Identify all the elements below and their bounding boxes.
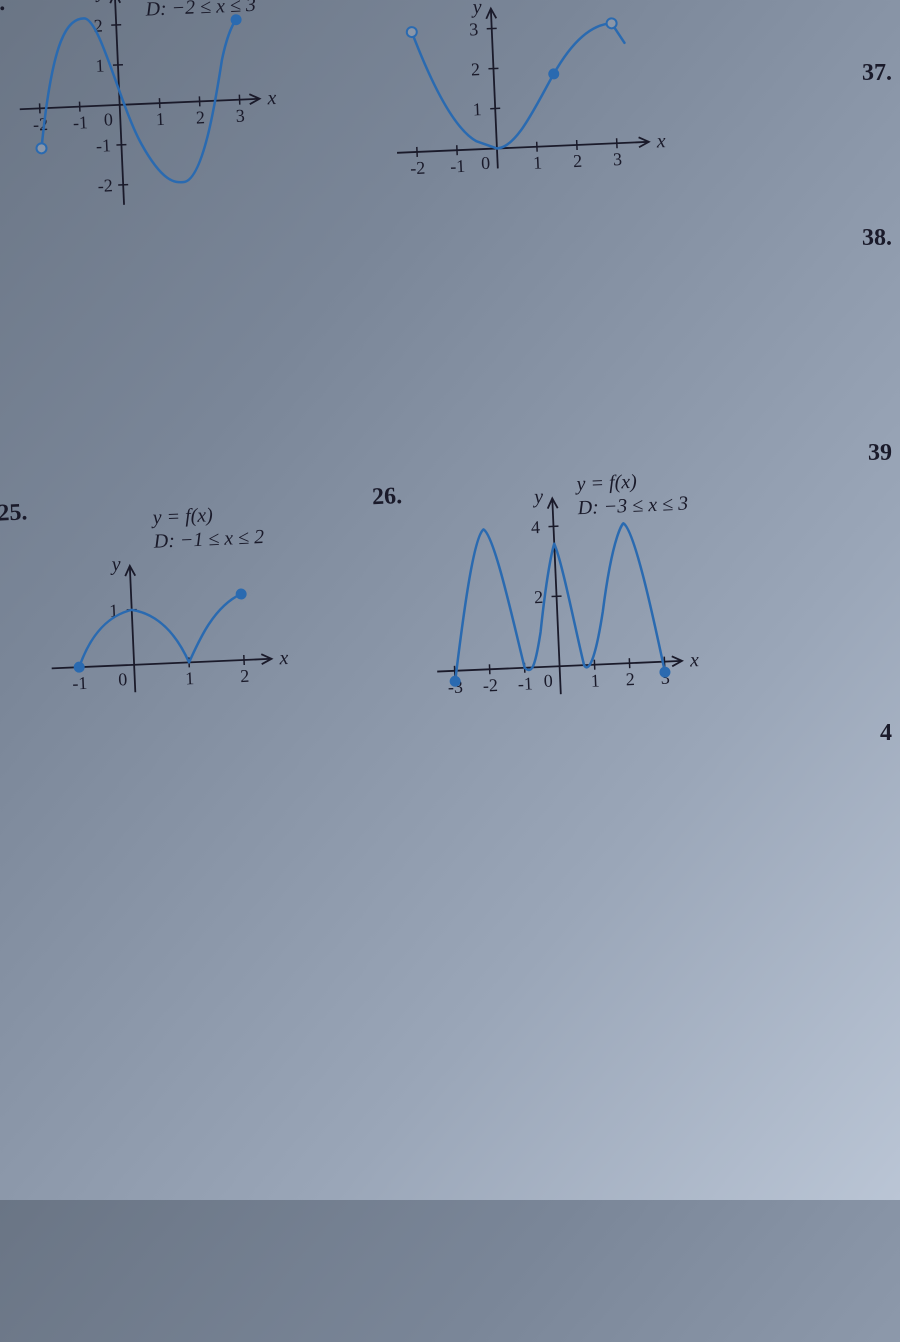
svg-text:-1: -1: [72, 112, 88, 133]
chart-25: -11210xyy = f(x)D: −1 ≤ x ≤ 2: [36, 477, 327, 739]
svg-text:y = f(x): y = f(x): [574, 471, 637, 496]
svg-text:-1: -1: [517, 673, 533, 694]
chart-24: -2-11231230xyy = f(x)D: −2 ≤ x ≤ 3: [389, 0, 700, 213]
svg-text:-2: -2: [482, 675, 498, 696]
svg-text:1: 1: [185, 668, 195, 688]
svg-text:x: x: [278, 647, 289, 669]
svg-text:1: 1: [472, 99, 482, 119]
svg-text:0: 0: [481, 153, 491, 173]
svg-text:3: 3: [469, 19, 479, 39]
svg-text:0: 0: [543, 671, 553, 691]
svg-text:1: 1: [533, 153, 543, 173]
svg-text:2: 2: [195, 107, 205, 127]
svg-text:1: 1: [155, 109, 165, 129]
svg-text:-2: -2: [97, 175, 113, 196]
svg-text:0: 0: [103, 109, 113, 129]
svg-text:-1: -1: [450, 156, 466, 177]
problem-26: 26. -3-2-1123240xyy = f(x)D: −3 ≤ x ≤ 3: [371, 483, 402, 511]
svg-text:D: −3 ≤ x ≤ 3: D: −3 ≤ x ≤ 3: [576, 492, 688, 519]
svg-text:x: x: [655, 130, 666, 152]
svg-text:y: y: [470, 0, 482, 18]
svg-text:x: x: [266, 87, 277, 109]
problem-25: 25. -11210xyy = f(x)D: −1 ≤ x ≤ 2: [0, 499, 28, 527]
problem-number: 23.: [0, 0, 6, 17]
right-label-38: 38.: [862, 225, 892, 252]
chart-23: -2-1123-2-1120xyy = f(x)D: −2 ≤ x ≤ 3: [14, 0, 306, 259]
svg-text:1: 1: [590, 670, 600, 690]
svg-text:2: 2: [625, 669, 635, 689]
svg-text:x: x: [688, 649, 699, 671]
svg-text:y = f(x): y = f(x): [150, 504, 213, 529]
problem-23: 23. -2-1123-2-1120xyy = f(x)D: −2 ≤ x ≤ …: [0, 0, 6, 18]
svg-text:D: −2 ≤ x ≤ 3: D: −2 ≤ x ≤ 3: [529, 0, 641, 4]
svg-text:-2: -2: [410, 158, 426, 179]
chart-26: -3-2-1123240xyy = f(x)D: −3 ≤ x ≤ 3: [411, 459, 743, 753]
svg-text:y: y: [94, 0, 106, 3]
problem-number: 25.: [0, 499, 28, 526]
problem-number: 26.: [371, 483, 402, 510]
svg-text:3: 3: [235, 105, 245, 125]
svg-text:0: 0: [118, 669, 128, 689]
svg-text:y: y: [532, 486, 544, 508]
svg-text:2: 2: [240, 666, 250, 686]
problem-number: 24.: [349, 0, 380, 1]
svg-text:-1: -1: [72, 673, 88, 694]
svg-text:3: 3: [613, 149, 623, 169]
right-label-4: 4: [880, 720, 892, 747]
svg-text:y: y: [109, 553, 121, 575]
svg-text:D: −1 ≤ x ≤ 2: D: −1 ≤ x ≤ 2: [152, 526, 264, 553]
svg-text:4: 4: [531, 517, 541, 537]
right-label-39: 39: [868, 440, 892, 467]
svg-text:1: 1: [95, 56, 105, 76]
right-label-37: 37.: [862, 60, 892, 87]
svg-text:2: 2: [534, 587, 544, 607]
svg-text:2: 2: [471, 59, 481, 79]
svg-text:2: 2: [573, 151, 583, 171]
problem-24: 24. -2-11231230xyy = f(x)D: −2 ≤ x ≤ 3: [349, 0, 380, 2]
svg-text:-1: -1: [96, 135, 112, 156]
